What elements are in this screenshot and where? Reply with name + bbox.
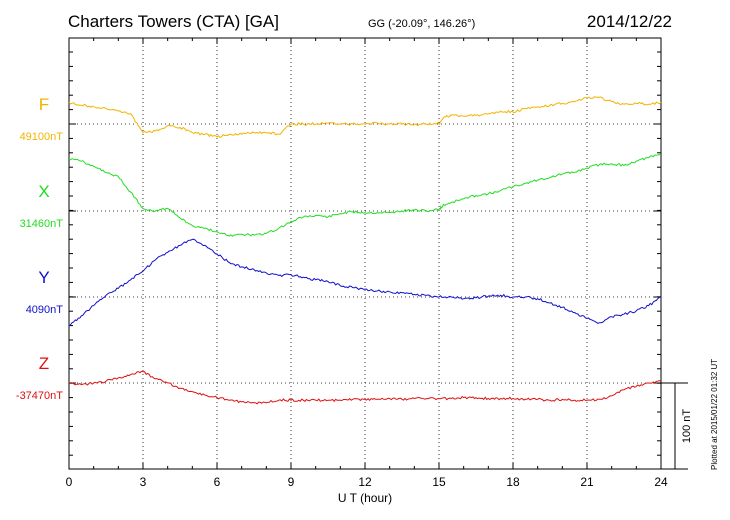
station-coordinates: GG (-20.09°, 146.26°) bbox=[368, 18, 476, 30]
series-name-y: Y bbox=[38, 268, 49, 287]
series-line-y bbox=[68, 238, 662, 327]
plotted-timestamp: Plotted at 2015/01/22 01:32 UT bbox=[710, 358, 719, 470]
series-baseline-label-z: -37470nT bbox=[16, 390, 63, 402]
series-baseline-label-f: 49100nT bbox=[20, 131, 64, 143]
x-tick-label: 3 bbox=[140, 475, 147, 489]
series-name-f: F bbox=[39, 95, 49, 114]
x-tick-label: 6 bbox=[214, 475, 221, 489]
series-baseline-label-y: 4090nT bbox=[26, 304, 64, 316]
x-tick-label: 24 bbox=[654, 475, 668, 489]
x-tick-label: 21 bbox=[580, 475, 594, 489]
x-tick-label: 18 bbox=[506, 475, 520, 489]
x-axis-label: U T (hour) bbox=[338, 491, 392, 505]
series-name-z: Z bbox=[39, 354, 49, 373]
x-tick-label: 12 bbox=[358, 475, 372, 489]
series-name-x: X bbox=[38, 182, 49, 201]
chart-title: Charters Towers (CTA) [GA] bbox=[68, 12, 279, 31]
x-tick-label: 0 bbox=[66, 475, 73, 489]
series-line-x bbox=[68, 153, 662, 237]
series-baseline-label-x: 31460nT bbox=[20, 218, 64, 230]
series-line-f bbox=[68, 96, 662, 139]
scale-bar-label: 100 nT bbox=[681, 409, 693, 444]
chart-date: 2014/12/22 bbox=[586, 12, 672, 31]
x-tick-label: 15 bbox=[432, 475, 446, 489]
x-tick-label: 9 bbox=[288, 475, 295, 489]
series-line-z bbox=[68, 370, 662, 405]
